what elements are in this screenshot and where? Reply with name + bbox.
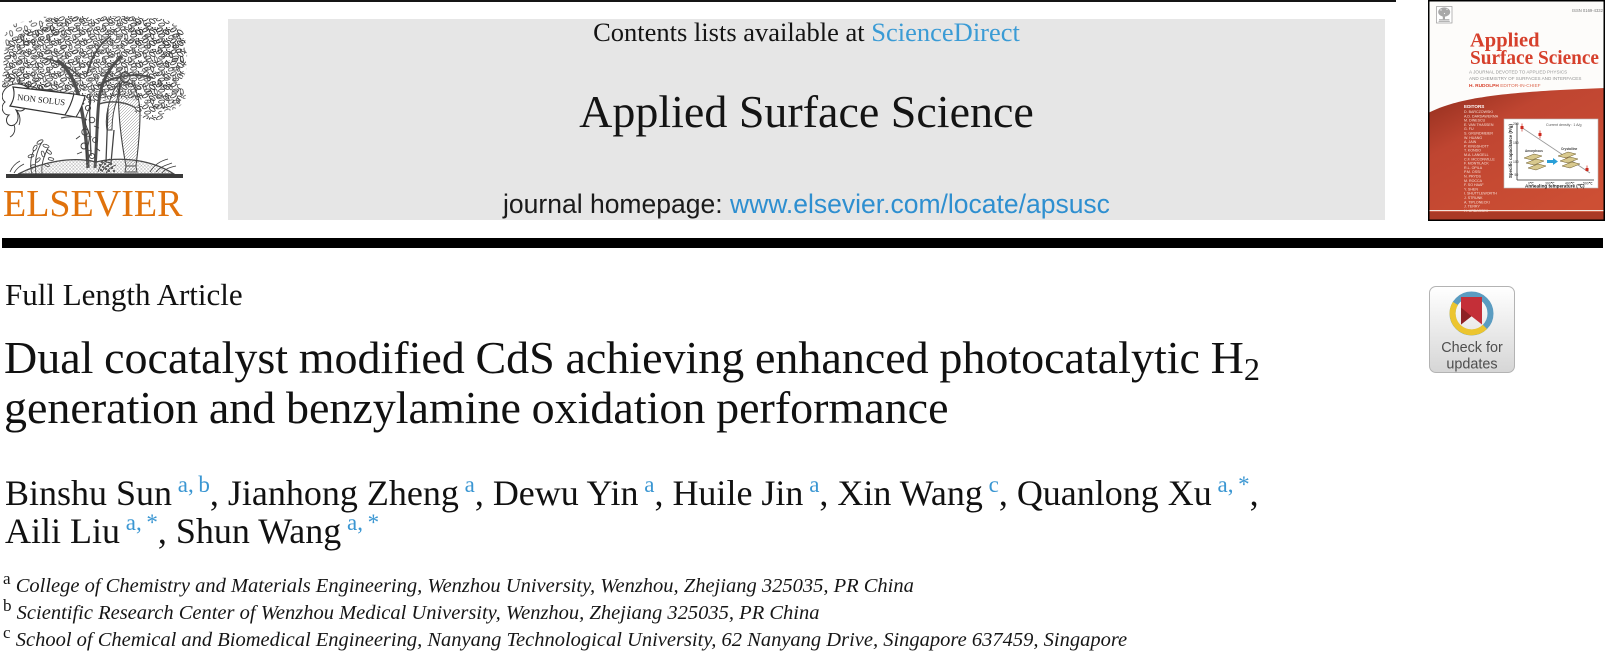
svg-text:M. DINESCU: M. DINESCU	[1464, 119, 1486, 123]
svg-text:A. TIPLONECKI: A. TIPLONECKI	[1464, 200, 1490, 204]
svg-text:Applied: Applied	[1470, 30, 1540, 52]
svg-text:F. SO HAAF: F. SO HAAF	[1464, 183, 1484, 187]
svg-text:Surface Science: Surface Science	[1470, 47, 1599, 69]
svg-text:P.M. OSSI: P.M. OSSI	[1464, 170, 1481, 174]
svg-text:200: 200	[1513, 122, 1519, 126]
svg-text:ISSN 0169-4332: ISSN 0169-4332	[1572, 8, 1604, 13]
svg-text:Specific capacitance (F/g): Specific capacitance (F/g)	[1508, 124, 1513, 178]
svg-text:Check for: Check for	[1441, 340, 1503, 356]
svg-text:P. KINGSHOTT: P. KINGSHOTT	[1464, 144, 1490, 148]
svg-text:H. URBASSEK: H. URBASSEK	[1464, 209, 1489, 213]
svg-text:Amorphous: Amorphous	[1525, 149, 1543, 153]
svg-text:100: 100	[1513, 160, 1519, 164]
svg-text:F. MONTILACK: F. MONTILACK	[1464, 162, 1489, 166]
svg-text:A. JAIN: A. JAIN	[1464, 140, 1477, 144]
svg-text:50: 50	[1515, 173, 1519, 177]
svg-text:J. STRUNK: J. STRUNK	[1464, 196, 1483, 200]
svg-text:300℃: 300℃	[1545, 182, 1555, 186]
svg-text:R.L. OPILA: R.L. OPILA	[1464, 166, 1483, 170]
svg-text:updates: updates	[1446, 357, 1497, 373]
svg-text:T. KONDO: T. KONDO	[1464, 149, 1481, 153]
svg-text:J. TERRY: J. TERRY	[1464, 205, 1480, 209]
svg-text:I. SHUTTLEWORTH: I. SHUTTLEWORTH	[1464, 192, 1497, 196]
svg-text:W. HUANG: W. HUANG	[1464, 136, 1482, 140]
svg-text:M.A. LANGELL: M.A. LANGELL	[1464, 153, 1489, 157]
svg-text:A JOURNAL DEVOTED TO APPLIED P: A JOURNAL DEVOTED TO APPLIED PHYSICS	[1469, 70, 1567, 75]
svg-text:C.F. MCCONVILLE: C.F. MCCONVILLE	[1464, 157, 1495, 161]
svg-text:H. RUDOLPH EDITOR-IN-CHIEF: H. RUDOLPH EDITOR-IN-CHIEF	[1469, 83, 1541, 89]
svg-text:150: 150	[1513, 141, 1519, 145]
svg-text:D. BARCZOWSKI: D. BARCZOWSKI	[1464, 110, 1493, 114]
svg-text:500℃: 500℃	[1583, 182, 1593, 186]
svg-text:0℃: 0℃	[1528, 182, 1534, 186]
svg-text:N. PRYDS: N. PRYDS	[1464, 175, 1482, 179]
svg-text:A.D. DARDAWERMA: A.D. DARDAWERMA	[1464, 114, 1499, 118]
svg-text:M. ROCCA: M. ROCCA	[1464, 179, 1483, 183]
svg-text:Y. SHEN: Y. SHEN	[1464, 187, 1478, 191]
svg-text:AND CHEMISTRY OF SURFACES AND: AND CHEMISTRY OF SURFACES AND INTERFACES	[1469, 76, 1581, 81]
svg-text:Annealing temperature (℃): Annealing temperature (℃)	[1525, 183, 1585, 189]
svg-text:Current density : 1 A/g: Current density : 1 A/g	[1546, 123, 1582, 127]
svg-text:E. VAN THASSEN: E. VAN THASSEN	[1464, 123, 1494, 127]
svg-text:EDITORS: EDITORS	[1464, 104, 1484, 109]
svg-text:S. GRUNDMEIER: S. GRUNDMEIER	[1464, 132, 1493, 136]
svg-text:G. FU: G. FU	[1464, 127, 1474, 131]
svg-text:400℃: 400℃	[1565, 182, 1575, 186]
svg-text:Crystalline: Crystalline	[1561, 147, 1578, 151]
